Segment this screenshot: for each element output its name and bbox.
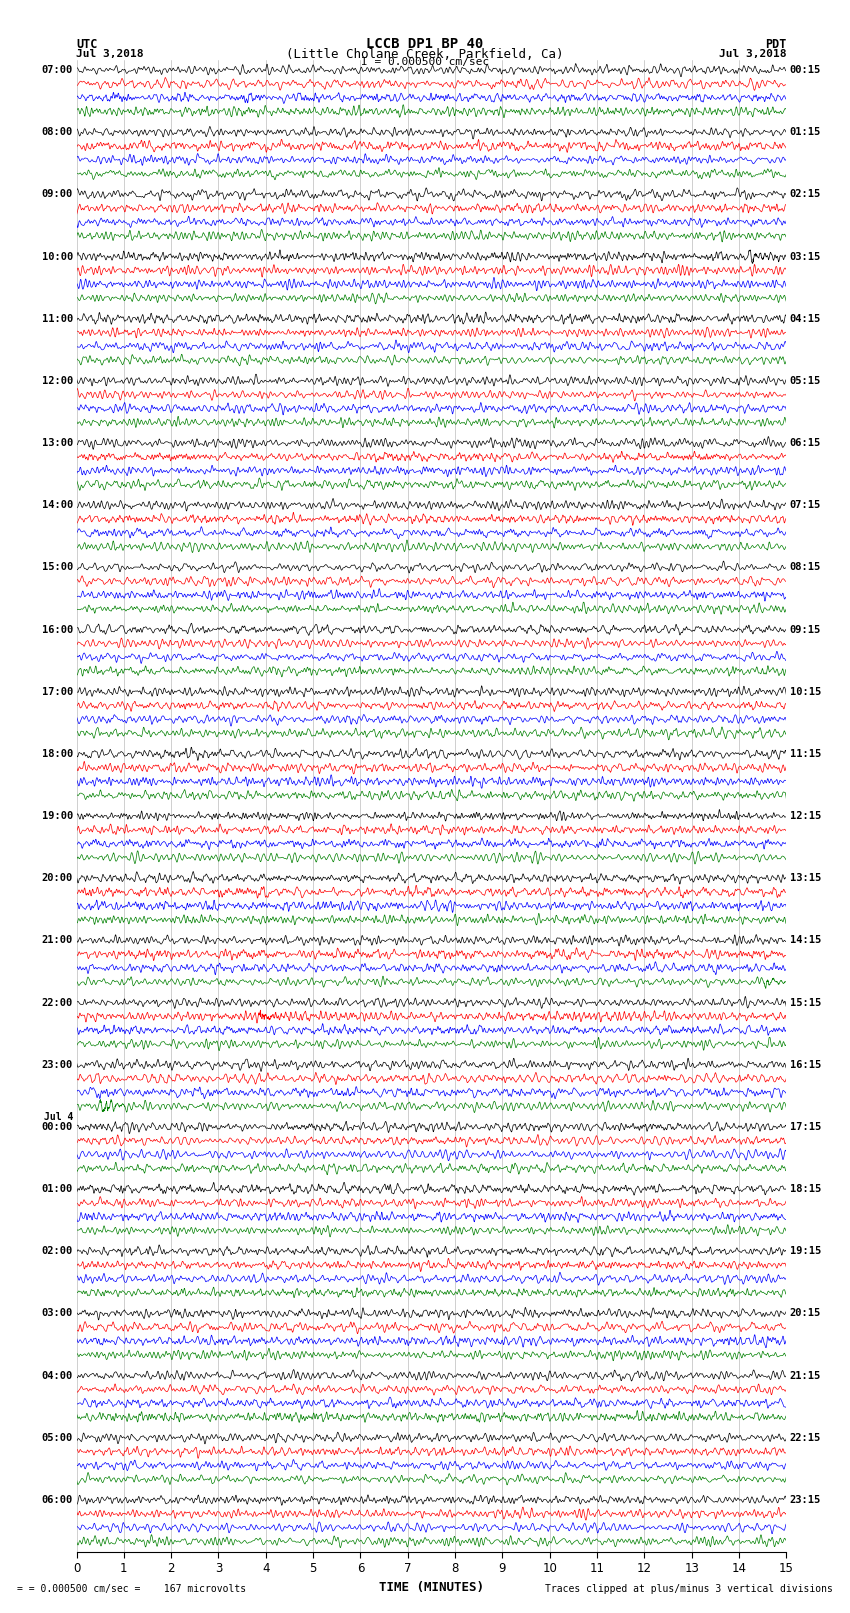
Text: 00:15: 00:15 <box>790 65 821 76</box>
Text: 23:00: 23:00 <box>42 1060 73 1069</box>
Text: Jul 4: Jul 4 <box>43 1113 73 1123</box>
X-axis label: TIME (MINUTES): TIME (MINUTES) <box>379 1581 484 1594</box>
Text: 13:00: 13:00 <box>42 439 73 448</box>
Text: 22:00: 22:00 <box>42 997 73 1008</box>
Text: 20:15: 20:15 <box>790 1308 821 1318</box>
Text: 16:00: 16:00 <box>42 624 73 634</box>
Text: 01:00: 01:00 <box>42 1184 73 1194</box>
Text: I = 0.000500 cm/sec: I = 0.000500 cm/sec <box>361 56 489 68</box>
Text: 07:15: 07:15 <box>790 500 821 510</box>
Text: 01:15: 01:15 <box>790 127 821 137</box>
Text: 10:15: 10:15 <box>790 687 821 697</box>
Text: 21:00: 21:00 <box>42 936 73 945</box>
Text: Jul 3,2018: Jul 3,2018 <box>719 48 786 60</box>
Text: PDT: PDT <box>765 37 786 52</box>
Text: 08:15: 08:15 <box>790 563 821 573</box>
Text: 11:15: 11:15 <box>790 748 821 758</box>
Text: 07:00: 07:00 <box>42 65 73 76</box>
Text: 04:15: 04:15 <box>790 313 821 324</box>
Text: 11:00: 11:00 <box>42 313 73 324</box>
Text: 06:15: 06:15 <box>790 439 821 448</box>
Text: (Little Cholane Creek, Parkfield, Ca): (Little Cholane Creek, Parkfield, Ca) <box>286 47 564 61</box>
Text: 20:00: 20:00 <box>42 873 73 884</box>
Text: 22:15: 22:15 <box>790 1432 821 1442</box>
Text: 08:00: 08:00 <box>42 127 73 137</box>
Text: 17:15: 17:15 <box>790 1123 821 1132</box>
Text: 09:00: 09:00 <box>42 189 73 200</box>
Text: 03:15: 03:15 <box>790 252 821 261</box>
Text: 21:15: 21:15 <box>790 1371 821 1381</box>
Text: 03:00: 03:00 <box>42 1308 73 1318</box>
Text: 18:00: 18:00 <box>42 748 73 758</box>
Text: 05:15: 05:15 <box>790 376 821 386</box>
Text: 00:00: 00:00 <box>42 1123 73 1132</box>
Text: Jul 3,2018: Jul 3,2018 <box>76 48 144 60</box>
Text: 14:00: 14:00 <box>42 500 73 510</box>
Text: Traces clipped at plus/minus 3 vertical divisions: Traces clipped at plus/minus 3 vertical … <box>545 1584 833 1594</box>
Text: 15:15: 15:15 <box>790 997 821 1008</box>
Text: 23:15: 23:15 <box>790 1495 821 1505</box>
Text: 09:15: 09:15 <box>790 624 821 634</box>
Text: 18:15: 18:15 <box>790 1184 821 1194</box>
Text: 06:00: 06:00 <box>42 1495 73 1505</box>
Text: 02:00: 02:00 <box>42 1247 73 1257</box>
Text: 17:00: 17:00 <box>42 687 73 697</box>
Text: 04:00: 04:00 <box>42 1371 73 1381</box>
Text: 19:15: 19:15 <box>790 1247 821 1257</box>
Text: 10:00: 10:00 <box>42 252 73 261</box>
Text: 15:00: 15:00 <box>42 563 73 573</box>
Text: UTC: UTC <box>76 37 98 52</box>
Text: 14:15: 14:15 <box>790 936 821 945</box>
Text: 02:15: 02:15 <box>790 189 821 200</box>
Text: 13:15: 13:15 <box>790 873 821 884</box>
Text: = = 0.000500 cm/sec =    167 microvolts: = = 0.000500 cm/sec = 167 microvolts <box>17 1584 246 1594</box>
Text: 12:15: 12:15 <box>790 811 821 821</box>
Text: LCCB DP1 BP 40: LCCB DP1 BP 40 <box>366 37 484 52</box>
Text: 05:00: 05:00 <box>42 1432 73 1442</box>
Text: 19:00: 19:00 <box>42 811 73 821</box>
Text: 12:00: 12:00 <box>42 376 73 386</box>
Text: 16:15: 16:15 <box>790 1060 821 1069</box>
